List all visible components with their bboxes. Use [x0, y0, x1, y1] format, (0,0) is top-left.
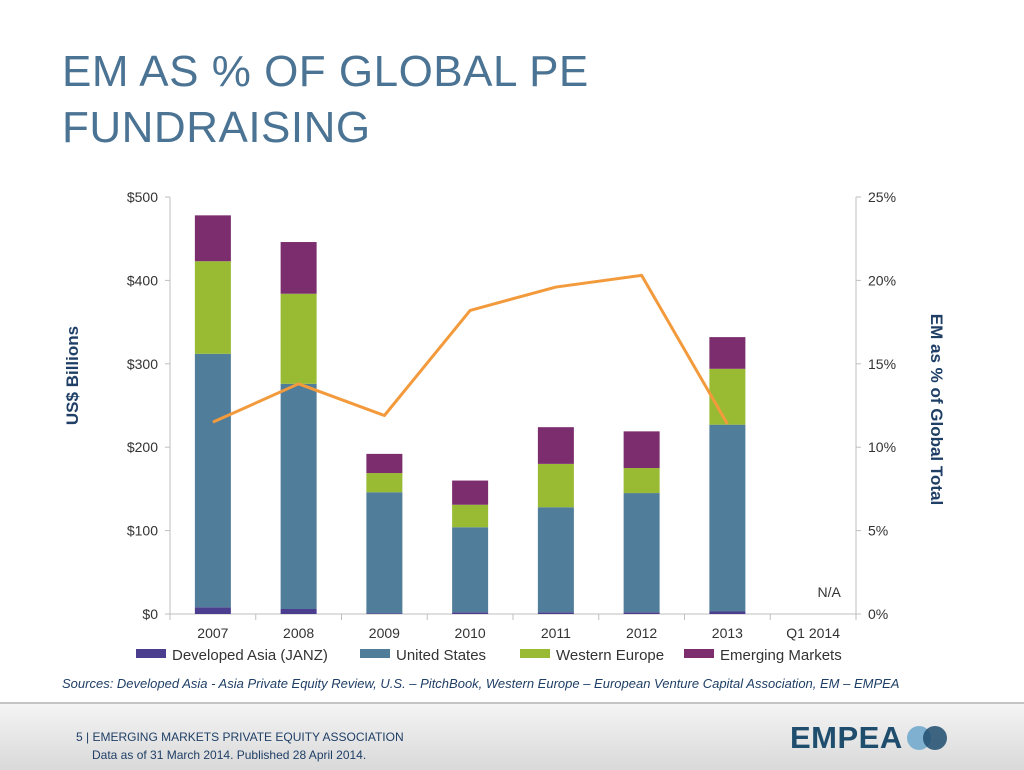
bar-segment	[624, 431, 660, 468]
bar-segment	[195, 215, 231, 261]
bar-segment	[281, 294, 317, 384]
bar-segment	[452, 505, 488, 528]
legend-label: Developed Asia (JANZ)	[172, 647, 328, 664]
logo-text: EMPEA	[790, 720, 903, 756]
bar-segment	[624, 468, 660, 493]
bar-segment	[195, 354, 231, 608]
bar-segment	[538, 427, 574, 464]
legend-swatch	[136, 649, 166, 658]
sources-note: Sources: Developed Asia - Asia Private E…	[62, 676, 1012, 691]
y-axis-title: US$ Billions	[63, 326, 82, 425]
bar-segment	[366, 613, 402, 614]
legend-label: Western Europe	[556, 647, 664, 664]
y2-tick-label: 15%	[868, 356, 896, 372]
bar-segment	[195, 261, 231, 354]
y-tick-label: $500	[127, 189, 158, 205]
legend-swatch	[520, 649, 550, 658]
bar-segment	[366, 492, 402, 613]
x-tick-label: 2007	[197, 625, 228, 641]
x-tick-label: 2010	[455, 625, 486, 641]
y-tick-label: $100	[127, 523, 158, 539]
y2-tick-label: 20%	[868, 272, 896, 288]
bar-segment	[624, 612, 660, 614]
bar-segment	[624, 493, 660, 612]
footer-date-line: Data as of 31 March 2014. Published 28 A…	[92, 748, 366, 762]
y-tick-label: $0	[142, 606, 158, 622]
bar-segment	[281, 384, 317, 609]
bar-segment	[452, 527, 488, 612]
bar-segment	[195, 607, 231, 614]
bar-segment	[709, 425, 745, 612]
empea-logo: EMPEA	[790, 720, 949, 756]
y2-tick-label: 5%	[868, 523, 888, 539]
footer-page-line: 5 | EMERGING MARKETS PRIVATE EQUITY ASSO…	[76, 730, 404, 744]
legend-label: Emerging Markets	[720, 647, 842, 664]
bar-segment	[709, 611, 745, 614]
x-tick-label: 2009	[369, 625, 400, 641]
bar-segment	[538, 507, 574, 612]
y2-tick-label: 25%	[868, 189, 896, 205]
stacked-bar-line-chart: $0 $100 $200 $300 $400 $500 0% 5% 10% 15% 20% 25% 20…	[0, 0, 1024, 700]
y-tick-label: $400	[127, 272, 158, 288]
bar-segment	[366, 454, 402, 473]
x-tick-label: Q1 2014	[786, 625, 840, 641]
bar-segment	[281, 242, 317, 294]
x-tick-label: 2013	[712, 625, 743, 641]
y-tick-label: $300	[127, 356, 158, 372]
legend-label: United States	[396, 647, 486, 664]
bar-segment	[452, 612, 488, 614]
bar-segment	[709, 337, 745, 369]
y2-tick-label: 10%	[868, 439, 896, 455]
bar-segment	[281, 609, 317, 614]
bar-segment	[366, 473, 402, 492]
y2-axis-title: EM as % of Global Total	[927, 314, 946, 505]
x-tick-label: 2012	[626, 625, 657, 641]
bar-segment	[538, 612, 574, 614]
x-tick-label: 2011	[541, 625, 571, 641]
legend-swatch	[360, 649, 390, 658]
bar-segment	[452, 481, 488, 505]
x-tick-label: 2008	[283, 625, 314, 641]
bar-segment	[538, 464, 574, 507]
y-tick-label: $200	[127, 439, 158, 455]
logo-circles-icon	[905, 724, 949, 752]
na-label: N/A	[817, 584, 841, 600]
bar-segment	[709, 369, 745, 425]
chart-area: $0 $100 $200 $300 $400 $500 0% 5% 10% 15% 20% 25% 20…	[0, 0, 1024, 700]
y2-tick-label: 0%	[868, 606, 888, 622]
legend-swatch	[684, 649, 714, 658]
